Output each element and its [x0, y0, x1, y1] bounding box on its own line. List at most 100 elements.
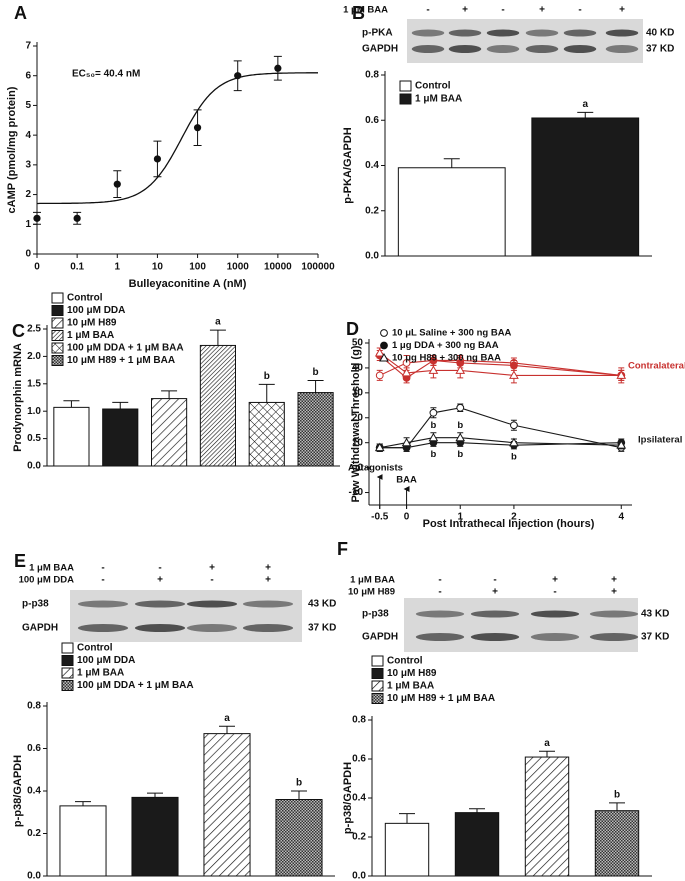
blot-band	[134, 600, 186, 608]
condition-sign: -	[210, 575, 213, 586]
blot-row-label: GAPDH	[362, 44, 398, 55]
y-tick-label: 5	[25, 100, 31, 111]
point	[428, 432, 439, 442]
blot-size-label: 40 KD	[646, 28, 674, 39]
blot-row-label: p-p38	[22, 599, 49, 610]
bar	[531, 117, 640, 257]
significance-label: b	[431, 420, 437, 431]
panel-letter: D	[346, 319, 359, 339]
blot-background	[70, 590, 302, 642]
legend-label: 100 μM DDA	[77, 655, 135, 666]
y-tick-label: 0	[357, 462, 363, 473]
bar	[297, 392, 334, 467]
point	[616, 370, 627, 379]
x-tick-label: 4	[618, 512, 624, 523]
x-tick-label: 10000	[264, 262, 292, 273]
legend-label: Control	[415, 81, 451, 92]
legend-label: 10 μM H89	[67, 318, 117, 329]
group-label: Ipsilateral	[638, 435, 682, 446]
blot-band	[589, 610, 639, 618]
point	[374, 347, 385, 357]
point	[153, 155, 162, 163]
legend-label: 1 μM BAA	[415, 94, 462, 105]
condition-sign: -	[101, 563, 104, 574]
condition-sign: +	[611, 587, 617, 598]
bar	[524, 756, 570, 877]
x-axis-title: Bulleyaconitine A (nM)	[129, 278, 247, 290]
blot-band	[486, 45, 520, 53]
blot-band	[134, 624, 186, 632]
legend-label: 10 μg H89 + 300 ng BAA	[392, 353, 501, 364]
point	[274, 64, 282, 72]
point	[510, 421, 518, 430]
point	[429, 408, 438, 417]
x-tick-label: 100000	[301, 262, 335, 273]
series-line	[379, 359, 622, 376]
error-bar	[147, 792, 163, 798]
condition-sign: +	[619, 5, 625, 16]
y-tick-label: 30	[352, 387, 364, 398]
bar	[397, 167, 506, 257]
significance-label: b	[614, 790, 620, 801]
legend-label: 10 μL Saline + 300 ng BAA	[392, 328, 512, 339]
y-tick-label: 0.5	[27, 433, 41, 444]
error-bar	[539, 750, 555, 758]
y-tick-label: 3	[25, 159, 31, 170]
blot-background	[407, 19, 643, 63]
legend-marker	[380, 329, 388, 337]
legend-label: 1 μg DDA + 300 ng BAA	[392, 340, 499, 351]
blot-row-label: GAPDH	[22, 623, 58, 634]
y-tick-label: 2.5	[27, 324, 41, 335]
y-tick-label: 20	[352, 412, 364, 423]
annotation: Antagonists	[348, 463, 403, 474]
condition-sign: +	[539, 5, 545, 16]
blot-band	[77, 624, 129, 632]
y-tick-label: 10	[352, 437, 364, 448]
blot-band	[470, 610, 520, 618]
y-tick-label: 0.2	[27, 828, 41, 839]
condition-label: 1 μM BAA	[350, 575, 395, 586]
series-line	[379, 437, 622, 449]
condition-sign: -	[501, 5, 504, 16]
bar	[275, 799, 323, 877]
significance-label: b	[511, 452, 517, 463]
error-bar	[112, 401, 129, 410]
condition-sign: +	[492, 587, 498, 598]
blot-band	[563, 29, 597, 37]
panel-letter: B	[352, 3, 365, 23]
blot-size-label: 37 KD	[646, 44, 674, 55]
x-tick-label: 1	[115, 262, 121, 273]
significance-label: b	[457, 420, 463, 431]
blot-band	[77, 600, 129, 608]
legend-swatch	[51, 317, 64, 329]
panel-letter: E	[14, 551, 26, 571]
y-tick-label: 2	[25, 189, 31, 200]
blot-size-label: 43 KD	[641, 609, 669, 620]
blot-band	[525, 29, 559, 37]
blot-band	[525, 45, 559, 53]
series-line	[379, 352, 622, 376]
error-bar	[307, 380, 324, 393]
annotation: EC₅₀= 40.4 nM	[72, 69, 140, 80]
legend-marker	[380, 341, 388, 350]
condition-label: 10 μM H89	[348, 587, 395, 598]
series-line	[379, 355, 622, 379]
legend-label: 100 μM DDA + 1 μM BAA	[67, 343, 184, 354]
legend-swatch	[51, 305, 64, 316]
point	[455, 365, 466, 374]
y-tick-label: -10	[349, 487, 364, 498]
y-axis-title: p-p38/GAPDH	[342, 762, 354, 834]
x-tick-label: 0	[404, 512, 410, 523]
condition-sign: -	[578, 5, 581, 16]
y-tick-label: 1.5	[27, 378, 41, 389]
y-tick-label: 0.8	[352, 715, 366, 726]
significance-label: b	[431, 449, 437, 460]
point	[33, 214, 41, 222]
point	[456, 403, 465, 412]
point	[113, 180, 121, 188]
panel-letter: A	[14, 3, 27, 23]
legend-swatch	[51, 355, 64, 366]
point	[73, 214, 81, 222]
x-tick-label: 100	[189, 262, 206, 273]
y-tick-label: 2.0	[27, 351, 41, 362]
